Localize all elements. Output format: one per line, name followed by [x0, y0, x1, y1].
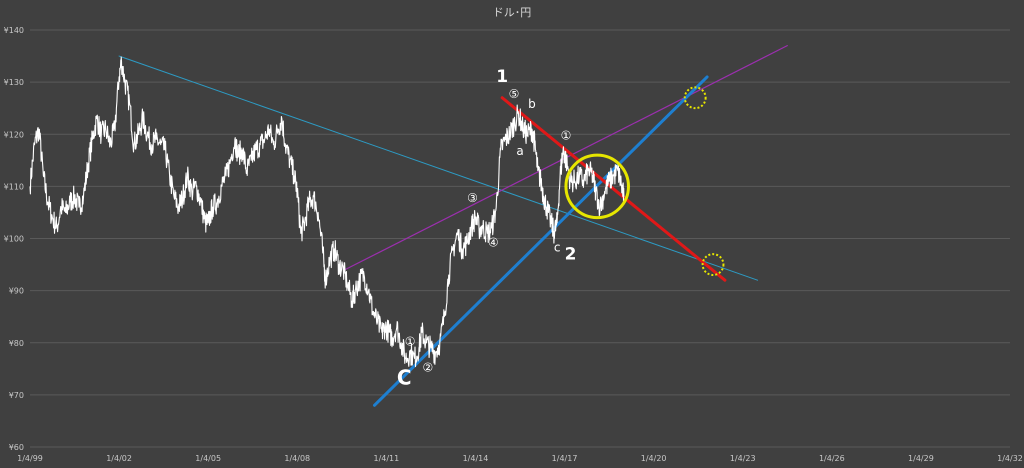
- x-tick-label: 1/4/17: [552, 454, 578, 463]
- target-circle: [683, 86, 707, 110]
- x-tick-label: 1/4/11: [373, 454, 399, 463]
- y-tick-label: ¥140: [4, 26, 24, 35]
- price-series: [29, 56, 625, 368]
- y-tick-label: ¥60: [9, 443, 24, 452]
- trendline: [500, 96, 727, 282]
- wave-label: C: [397, 365, 412, 389]
- price-line: [29, 56, 625, 368]
- y-axis-tick-labels: ¥60 ¥70 ¥80 ¥90 ¥100 ¥110 ¥120 ¥130 ¥140: [4, 26, 24, 452]
- x-tick-label: 1/4/29: [908, 454, 934, 463]
- trendline: [118, 55, 759, 281]
- wave-label: ②: [423, 360, 434, 374]
- x-tick-label: 1/4/26: [819, 454, 845, 463]
- wave-label: ①: [405, 334, 416, 348]
- wave-label: 1: [496, 67, 508, 87]
- y-tick-label: ¥110: [4, 182, 24, 191]
- wave-label: 2: [565, 244, 577, 264]
- y-tick-label: ¥80: [9, 339, 24, 348]
- y-tick-label: ¥100: [4, 235, 24, 244]
- y-tick-label: ¥70: [9, 391, 24, 400]
- wave-label: b: [528, 97, 536, 111]
- x-tick-label: 1/4/08: [284, 454, 310, 463]
- x-tick-label: 1/4/14: [463, 454, 489, 463]
- wave-label: a: [516, 144, 523, 158]
- highlight-circles: [564, 86, 725, 276]
- x-tick-label: 1/4/02: [106, 454, 132, 463]
- wave-label: ①: [561, 128, 572, 142]
- x-tick-label: 1/4/05: [195, 454, 221, 463]
- wave-label: c: [554, 241, 561, 255]
- x-tick-label: 1/4/20: [641, 454, 667, 463]
- x-tick-label: 1/4/23: [730, 454, 756, 463]
- wave-label: ⑤: [509, 87, 520, 101]
- wave-label: ④: [488, 235, 499, 249]
- y-tick-label: ¥90: [9, 287, 24, 296]
- x-tick-label: 1/4/32: [997, 454, 1023, 463]
- x-tick-label: 1/4/99: [17, 454, 43, 463]
- y-tick-label: ¥120: [4, 130, 24, 139]
- target-circle: [701, 253, 725, 276]
- x-axis-tick-labels: 1/4/99 1/4/02 1/4/05 1/4/08 1/4/11 1/4/14 1/4/…: [17, 454, 1023, 463]
- chart-title: ドル･円: [493, 6, 532, 19]
- consolidation-circle: [564, 153, 630, 220]
- wave-label: ③: [467, 191, 478, 205]
- y-tick-label: ¥130: [4, 78, 24, 87]
